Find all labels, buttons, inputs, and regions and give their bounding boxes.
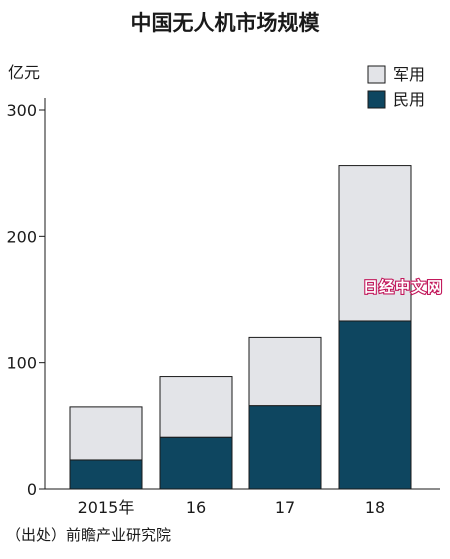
legend-label: 军用 (393, 65, 425, 84)
chart-title: 中国无人机市场规模 (131, 11, 321, 35)
bar-segment-military-3 (338, 165, 412, 322)
x-tick-label: 17 (275, 498, 295, 517)
bar-segment-military-0 (69, 406, 143, 461)
bar-segment-military-1 (159, 376, 233, 438)
y-axis-unit-label: 亿元 (8, 63, 40, 82)
x-tick-label: 18 (365, 498, 385, 517)
bar-segment-civil-3 (338, 320, 412, 490)
y-tick-label: 0 (27, 480, 37, 499)
watermark-text: 日经中文网 (363, 278, 443, 296)
legend-label: 民用 (393, 90, 425, 109)
x-tick-label: 16 (186, 498, 206, 517)
axes: 0 100 200 300 2015年 16 17 18 (6, 98, 440, 517)
legend-swatch (367, 90, 386, 109)
y-tick-label: 200 (6, 227, 37, 246)
bar-segment-civil-1 (159, 436, 233, 490)
bar-segment-civil-0 (69, 459, 143, 490)
bar-segment-civil-2 (248, 405, 322, 490)
source-note: （出处）前瞻产业研究院 (6, 526, 171, 544)
x-tick-label: 2015年 (78, 498, 135, 517)
legend-swatch (367, 65, 386, 84)
y-tick-label: 100 (6, 354, 37, 373)
bars (69, 165, 412, 490)
y-tick-label: 300 (6, 101, 37, 120)
bar-segment-military-2 (248, 336, 322, 407)
